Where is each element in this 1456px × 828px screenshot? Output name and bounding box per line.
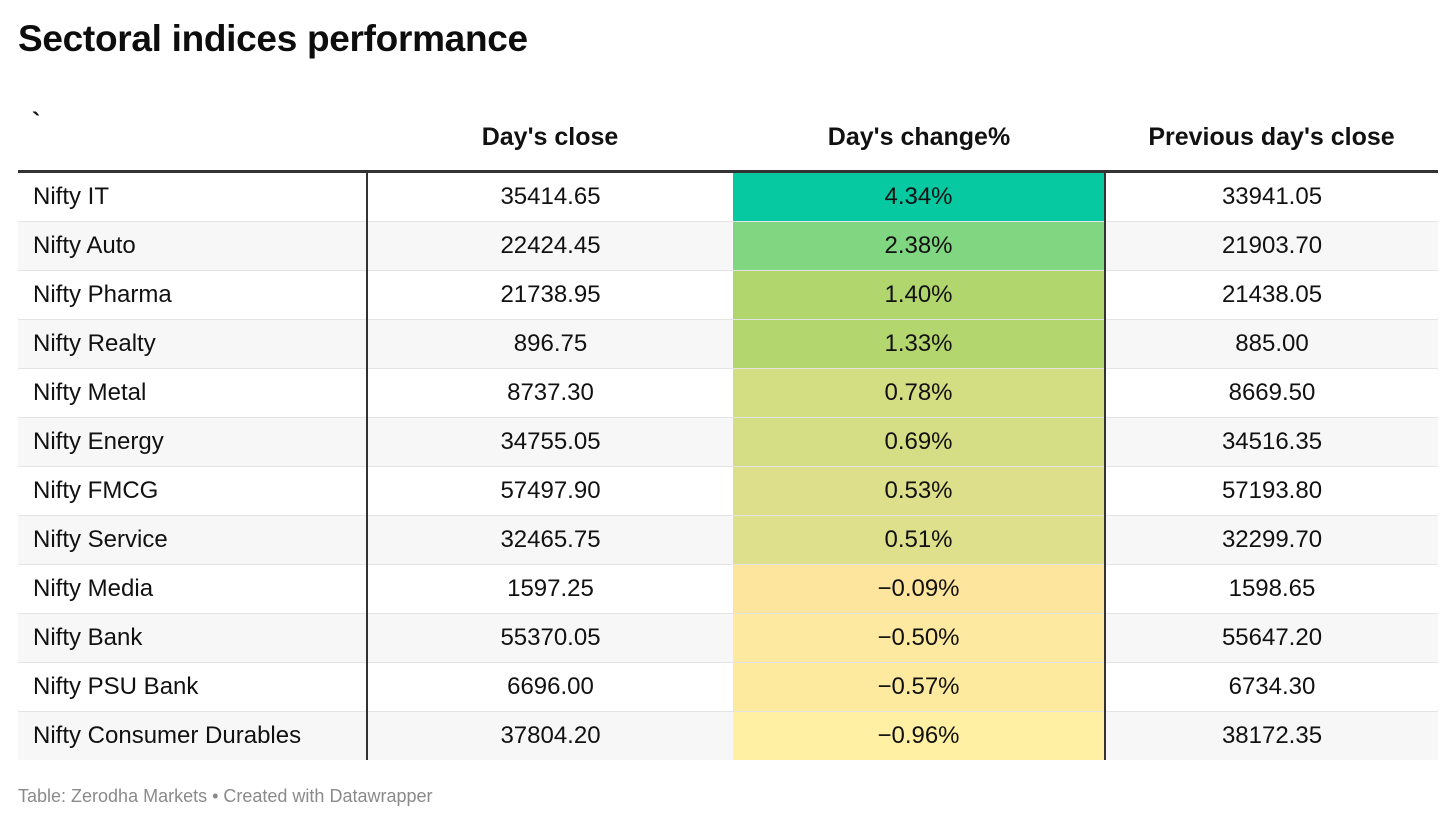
- cell-day-change: 0.51%: [733, 515, 1106, 565]
- table-row: Nifty Bank 55370.05 −0.50% 55647.20: [18, 613, 1438, 663]
- cell-index-name: Nifty PSU Bank: [18, 662, 368, 712]
- table-row: Nifty Consumer Durables 37804.20 −0.96% 381…: [18, 711, 1438, 760]
- cell-day-change: −0.96%: [733, 711, 1106, 760]
- cell-prev-close: 6734.30: [1105, 662, 1438, 712]
- column-header-change[interactable]: Day's change%: [733, 98, 1105, 173]
- header-row: ` Day's close Day's change% Previous day…: [18, 98, 1438, 173]
- cell-day-change: 0.78%: [733, 368, 1106, 418]
- table-row: Nifty Realty 896.75 1.33% 885.00: [18, 319, 1438, 369]
- source-footer: Table: Zerodha Markets • Created with Da…: [18, 786, 433, 806]
- cell-day-close: 1597.25: [367, 564, 733, 614]
- cell-index-name: Nifty Metal: [18, 368, 368, 418]
- cell-index-name: Nifty IT: [18, 171, 368, 222]
- cell-day-close: 34755.05: [367, 417, 733, 467]
- cell-day-change: 0.53%: [733, 466, 1106, 516]
- table-row: Nifty Auto 22424.45 2.38% 21903.70: [18, 221, 1438, 271]
- cell-day-close: 896.75: [367, 319, 733, 369]
- cell-day-close: 57497.90: [367, 466, 733, 516]
- cell-prev-close: 32299.70: [1105, 515, 1438, 565]
- cell-day-change: 2.38%: [733, 221, 1106, 271]
- cell-day-close: 8737.30: [367, 368, 733, 418]
- table-row: Nifty PSU Bank 6696.00 −0.57% 6734.30: [18, 662, 1438, 712]
- cell-day-close: 22424.45: [367, 221, 733, 271]
- cell-day-change: 1.40%: [733, 270, 1106, 320]
- table-row: Nifty IT 35414.65 4.34% 33941.05: [18, 171, 1438, 222]
- table-row: Nifty Pharma 21738.95 1.40% 21438.05: [18, 270, 1438, 320]
- page-title: Sectoral indices performance: [18, 18, 528, 59]
- cell-index-name: Nifty FMCG: [18, 466, 368, 516]
- table-row: Nifty Metal 8737.30 0.78% 8669.50: [18, 368, 1438, 418]
- cell-day-close: 35414.65: [367, 171, 733, 222]
- column-header-prev-close[interactable]: Previous day's close: [1105, 98, 1438, 173]
- cell-prev-close: 21438.05: [1105, 270, 1438, 320]
- cell-day-change: −0.09%: [733, 564, 1106, 614]
- cell-prev-close: 885.00: [1105, 319, 1438, 369]
- cell-day-change: 4.34%: [733, 171, 1106, 222]
- cell-prev-close: 57193.80: [1105, 466, 1438, 516]
- cell-prev-close: 38172.35: [1105, 711, 1438, 760]
- cell-index-name: Nifty Bank: [18, 613, 368, 663]
- cell-prev-close: 1598.65: [1105, 564, 1438, 614]
- cell-index-name: Nifty Media: [18, 564, 368, 614]
- cell-prev-close: 34516.35: [1105, 417, 1438, 467]
- cell-index-name: Nifty Realty: [18, 319, 368, 369]
- table-row: Nifty FMCG 57497.90 0.53% 57193.80: [18, 466, 1438, 516]
- cell-index-name: Nifty Consumer Durables: [18, 711, 368, 760]
- cell-prev-close: 55647.20: [1105, 613, 1438, 663]
- column-header-name[interactable]: `: [18, 98, 367, 173]
- cell-day-close: 32465.75: [367, 515, 733, 565]
- table-row: Nifty Media 1597.25 −0.09% 1598.65: [18, 564, 1438, 614]
- cell-index-name: Nifty Pharma: [18, 270, 368, 320]
- cell-index-name: Nifty Service: [18, 515, 368, 565]
- table-row: Nifty Service 32465.75 0.51% 32299.70: [18, 515, 1438, 565]
- sector-table: ` Day's close Day's change% Previous day…: [18, 98, 1438, 760]
- cell-day-change: −0.57%: [733, 662, 1106, 712]
- cell-day-close: 37804.20: [367, 711, 733, 760]
- cell-day-change: 0.69%: [733, 417, 1106, 467]
- cell-index-name: Nifty Auto: [18, 221, 368, 271]
- cell-day-change: −0.50%: [733, 613, 1106, 663]
- cell-day-close: 21738.95: [367, 270, 733, 320]
- cell-day-change: 1.33%: [733, 319, 1106, 369]
- cell-prev-close: 33941.05: [1105, 171, 1438, 222]
- cell-prev-close: 21903.70: [1105, 221, 1438, 271]
- cell-day-close: 6696.00: [367, 662, 733, 712]
- cell-day-close: 55370.05: [367, 613, 733, 663]
- cell-index-name: Nifty Energy: [18, 417, 368, 467]
- table-row: Nifty Energy 34755.05 0.69% 34516.35: [18, 417, 1438, 467]
- column-header-close[interactable]: Day's close: [367, 98, 733, 173]
- cell-prev-close: 8669.50: [1105, 368, 1438, 418]
